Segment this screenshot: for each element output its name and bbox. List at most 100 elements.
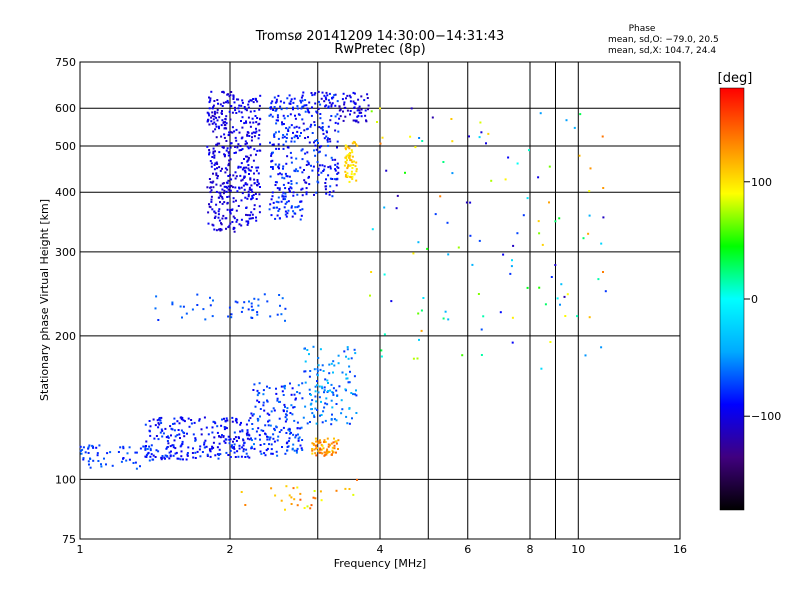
data-point [273,429,276,432]
data-point [146,448,149,450]
data-point [337,166,340,169]
data-point [314,452,317,455]
data-point [285,107,288,110]
data-point [306,160,309,163]
data-point [251,217,254,220]
data-point [212,150,215,153]
data-point [228,190,231,192]
data-point [353,173,356,176]
data-point [260,429,263,432]
data-point [204,318,207,321]
data-point [227,315,230,318]
data-point [264,424,267,427]
data-point [239,174,242,177]
data-point [316,409,319,411]
data-point [181,442,184,445]
data-point [277,210,280,212]
data-point [286,449,288,452]
data-point [290,431,292,434]
data-point [345,155,348,158]
data-point [294,134,297,137]
data-point [276,439,279,442]
data-point [485,142,487,145]
data-point [302,416,305,419]
data-point [292,191,295,194]
data-point [186,432,188,435]
data-point [316,374,319,377]
data-point [311,408,313,410]
data-point [321,164,324,167]
data-point [328,191,331,193]
data-point [600,346,603,349]
data-point [326,139,329,141]
data-point [246,133,249,136]
data-point [212,172,214,175]
data-point [296,135,298,138]
data-point [320,448,323,451]
data-point [280,385,283,388]
data-point [240,162,243,165]
data-point [290,124,293,127]
data-point [353,107,356,109]
data-point [314,154,317,157]
data-point [237,455,240,458]
data-point [270,154,273,157]
data-point [208,178,211,180]
data-point [251,196,254,199]
data-point [315,110,318,113]
data-point [209,99,212,102]
data-point [257,137,260,140]
data-point [262,389,265,392]
data-point [229,94,232,97]
data-point [254,193,257,195]
data-point [469,234,472,237]
data-point [270,106,273,109]
data-point [337,130,340,133]
data-point [275,122,278,125]
data-point [318,451,321,454]
data-point [305,191,308,194]
data-point [296,391,299,393]
data-point [239,145,242,147]
data-point [164,427,167,430]
data-point [98,444,101,447]
data-point [292,131,294,134]
data-point [559,303,561,306]
data-point [126,452,129,455]
data-point [149,434,152,437]
data-point [80,452,83,455]
data-point [290,182,293,185]
data-point [225,217,228,220]
data-point [268,438,271,441]
x-tick-label: 1 [77,543,84,556]
data-point [264,454,267,457]
data-point [360,115,363,118]
data-point [214,162,217,165]
data-point [291,387,294,390]
data-point [308,141,311,144]
data-point [288,175,291,178]
data-point [277,94,280,97]
data-point [164,454,167,457]
data-point [316,380,318,383]
data-point [338,117,341,120]
data-point [240,111,243,114]
data-point [256,394,259,397]
data-point [276,454,279,457]
data-point [328,92,331,95]
data-point [308,388,311,391]
data-point [313,368,316,371]
data-point [558,217,561,220]
data-point [299,427,302,430]
data-point [321,444,324,447]
data-point [246,455,249,458]
data-point [247,100,250,103]
data-point [218,127,220,130]
data-point [243,175,246,178]
data-point [293,97,296,100]
data-point [328,138,331,140]
data-point [290,137,293,140]
data-point [247,106,250,109]
data-point [258,392,261,395]
colorbar-tick-label: −100 [751,410,781,423]
